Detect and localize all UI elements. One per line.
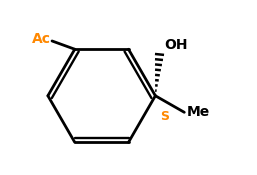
Text: S: S (161, 110, 170, 123)
Text: OH: OH (165, 38, 188, 52)
Text: Ac: Ac (32, 32, 51, 46)
Text: Me: Me (186, 105, 210, 119)
